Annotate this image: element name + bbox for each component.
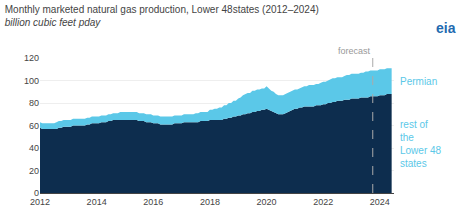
svg-text:2022: 2022 — [313, 197, 333, 207]
svg-text:eia: eia — [436, 20, 456, 36]
svg-text:2020: 2020 — [257, 197, 277, 207]
svg-text:2016: 2016 — [143, 197, 163, 207]
svg-text:60: 60 — [29, 121, 39, 131]
svg-text:100: 100 — [24, 76, 39, 86]
svg-text:rest oftheLower 48states: rest oftheLower 48states — [400, 119, 442, 169]
svg-text:2014: 2014 — [87, 197, 107, 207]
svg-text:2012: 2012 — [30, 197, 50, 207]
svg-text:40: 40 — [29, 143, 39, 153]
svg-text:Monthly marketed natural gas p: Monthly marketed natural gas production,… — [5, 4, 319, 28]
svg-text:0: 0 — [34, 188, 39, 198]
svg-text:80: 80 — [29, 98, 39, 108]
svg-text:120: 120 — [24, 53, 39, 63]
svg-text:20: 20 — [29, 166, 39, 176]
svg-text:Permian: Permian — [400, 76, 437, 87]
svg-text:forecast: forecast — [338, 46, 371, 56]
svg-text:2018: 2018 — [200, 197, 220, 207]
svg-text:2024: 2024 — [370, 197, 390, 207]
